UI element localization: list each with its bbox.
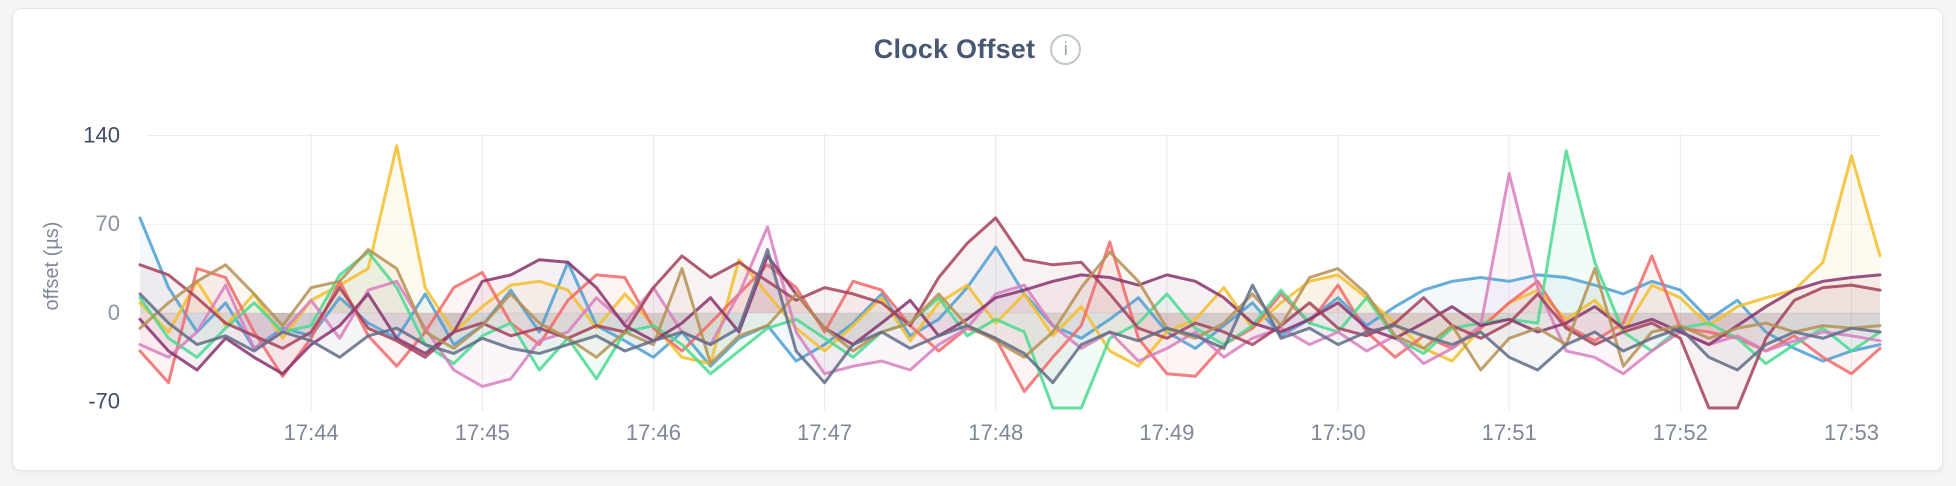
chart-title: Clock Offset: [873, 33, 1036, 64]
line-series-9-slate[interactable]: [138, 248, 1882, 385]
x-tick-label: 17:48: [968, 420, 1023, 445]
x-tick-label: 17:45: [455, 420, 510, 445]
card-header: Clock Offset i: [13, 9, 1942, 89]
y-axis-labels: 140 70 0 -70: [83, 123, 120, 414]
clock-offset-card: Clock Offset i: [12, 8, 1943, 471]
line-series-8-gold[interactable]: [138, 248, 1882, 372]
x-axis-labels: 17:44 17:45 17:46 17:47 17:48 17:49 17:50 17:51…: [284, 420, 1879, 445]
y-tick-label: -70: [88, 389, 120, 414]
x-tick-label: 17:50: [1311, 420, 1366, 445]
info-icon[interactable]: i: [1050, 33, 1082, 65]
y-tick-label: 140: [83, 123, 120, 148]
line-series-3-red[interactable]: [138, 240, 1882, 393]
y-axis-title: offset (µs): [41, 222, 63, 311]
area-series-6-purple: [140, 255, 1880, 374]
x-tick-label: 17:49: [1139, 420, 1194, 445]
area-series-3-red: [140, 242, 1880, 392]
line-series-4-green[interactable]: [138, 149, 1882, 410]
x-tick-label: 17:46: [626, 420, 681, 445]
series-lines: [138, 144, 1882, 410]
y-tick-label: 70: [96, 211, 120, 236]
area-series-7-maroon: [140, 217, 1880, 408]
x-tick-label: 17:52: [1653, 420, 1708, 445]
area-series-1-blue: [140, 217, 1880, 367]
area-series-2-yellow: [140, 145, 1880, 367]
line-series-2-yellow[interactable]: [138, 144, 1882, 368]
x-tick-label: 17:51: [1482, 420, 1537, 445]
area-series-9-slate: [140, 249, 1880, 383]
line-series-7-maroon[interactable]: [138, 216, 1882, 410]
line-series-6-purple[interactable]: [138, 254, 1882, 376]
x-tick-label: 17:47: [797, 420, 852, 445]
y-tick-label: 0: [108, 300, 120, 325]
x-tick-label: 17:44: [284, 420, 339, 445]
x-tick-label: 17:53: [1824, 420, 1879, 445]
area-series-8-gold: [140, 249, 1880, 370]
